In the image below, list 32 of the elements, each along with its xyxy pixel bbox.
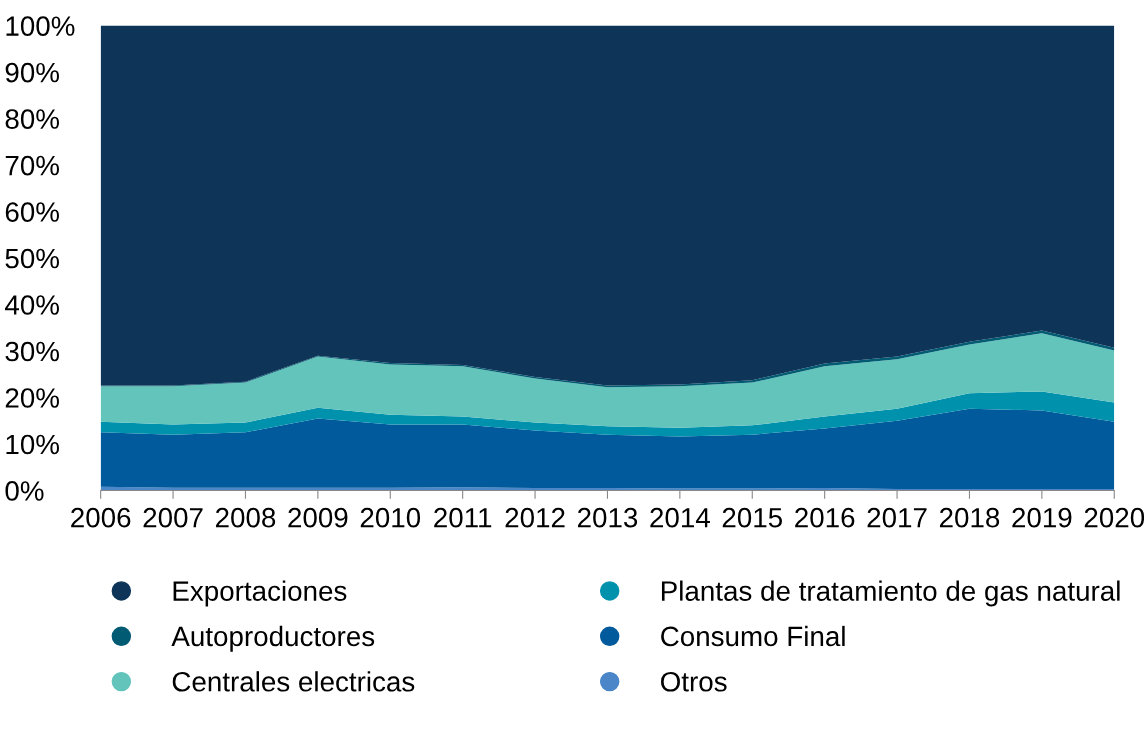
y-tick-label: 10%	[6, 434, 59, 455]
y-tick-label: 20%	[5, 388, 59, 408]
x-tick-label: 2008	[215, 507, 276, 528]
y-tick-label: 90%	[5, 62, 59, 83]
y-tick-label: 100%	[6, 16, 75, 36]
x-tick-label: 2019	[1012, 507, 1072, 528]
x-tick-label: 2016	[795, 507, 855, 528]
x-tick-label: 2017	[867, 507, 927, 528]
y-tick-label: 60%	[5, 202, 59, 222]
x-tick-label: 2014	[650, 507, 710, 528]
x-tick-label: 2007	[143, 507, 203, 528]
x-tick-label: 2006	[71, 507, 131, 528]
x-tick-label: 2011	[434, 507, 492, 528]
x-tick-label: 2015	[722, 507, 782, 528]
y-tick-label: 70%	[5, 155, 59, 176]
legend-label: Autoproductores	[171, 625, 375, 652]
y-tick-label: 40%	[5, 295, 59, 315]
x-tick-label: 2009	[288, 507, 348, 528]
legend-label: Exportaciones	[173, 580, 347, 607]
x-tick-label: 2020	[1084, 507, 1144, 528]
legend-label: Centrales electricas	[172, 671, 415, 692]
legend-label: Otros	[661, 671, 727, 692]
legend-label: Consumo Final	[661, 625, 845, 647]
x-tick-label: 2018	[939, 507, 1000, 528]
y-tick-label: 50%	[5, 248, 59, 269]
y-tick-label: 0%	[5, 481, 44, 501]
legend-label: Plantas de tratamiento de gas natural	[661, 580, 1120, 607]
x-tick-label: 2010	[360, 507, 421, 528]
y-tick-label: 80%	[5, 109, 59, 129]
x-tick-label: 2012	[505, 507, 565, 528]
x-tick-label: 2013	[577, 507, 638, 528]
y-tick-label: 30%	[5, 341, 59, 362]
